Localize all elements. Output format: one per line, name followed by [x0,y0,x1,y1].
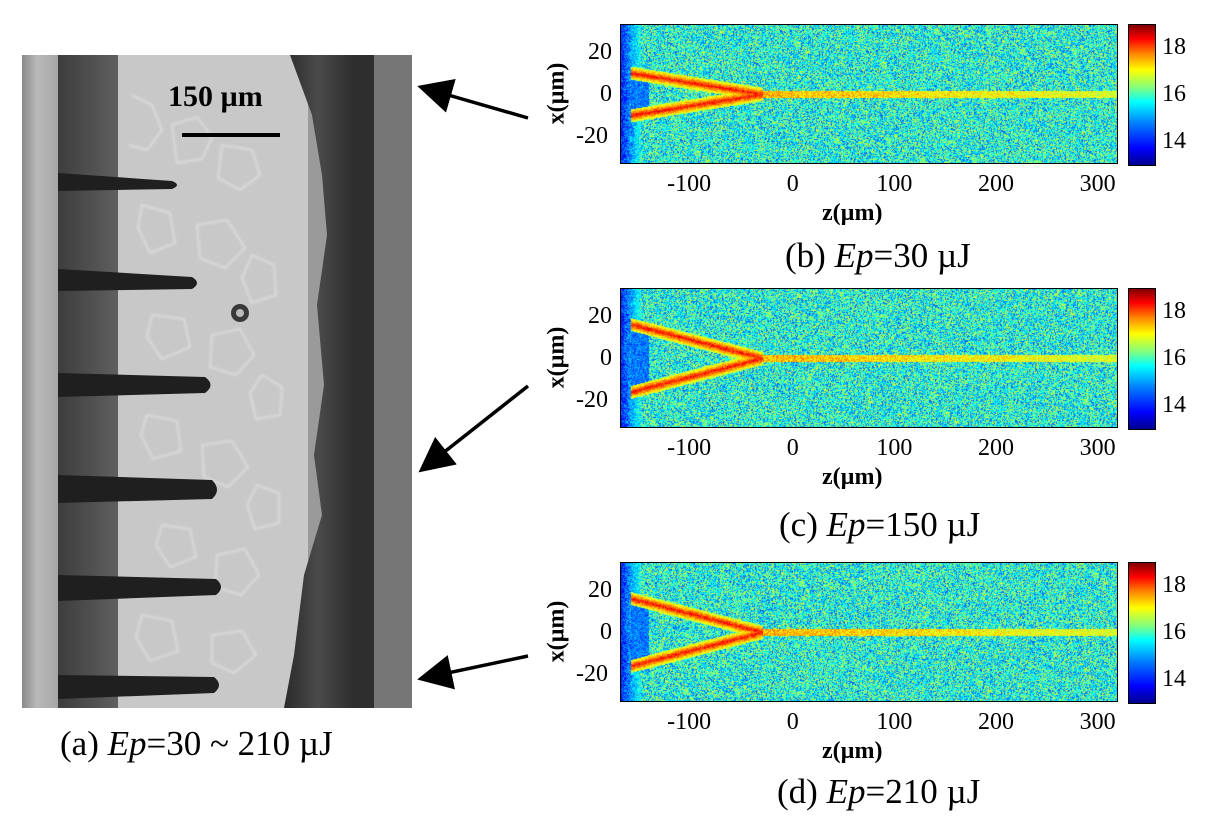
heatmap-canvas-d [620,562,1118,702]
arrow-c [418,384,530,473]
colorbar-tick-label: 18 [1162,572,1186,599]
x-tick-label: -100 [667,435,712,461]
caption-prefix: (b) [785,236,835,275]
caption-var: Ep [826,772,866,811]
colorbar-tick-label: 18 [1162,298,1186,325]
heatmap-canvas-c [620,288,1118,428]
caption-var: Ep [826,505,866,544]
heatmap-canvas-b [620,24,1118,164]
colorbar-tick-label: 16 [1162,345,1186,371]
caption-prefix: (c) [779,505,827,544]
x-tick-label: 0 [786,435,799,461]
caption-suffix: =210 µJ [865,772,981,811]
caption-a-prefix: (a) [60,724,108,763]
x-tick-label: 300 [1079,709,1116,735]
arrow-d [417,654,529,690]
caption-d: (d) Ep=210 µJ [777,772,980,812]
y-axis-label: x(µm) [543,600,570,663]
x-axis-label: z(µm) [822,738,883,764]
heatmap-frame [620,288,1118,428]
x-tick-label: 0 [786,709,799,735]
heatmap-b [620,24,1118,164]
y-tick-label: 0 [600,81,612,107]
colorbar-tick-label: 14 [1162,127,1186,154]
y-tick-label: 20 [588,38,612,65]
colorbar-c [1128,288,1156,430]
y-axis-label: x(µm) [543,326,570,389]
x-axis-label: z(µm) [822,464,883,490]
x-tick-label: -100 [667,709,712,735]
heatmap-c [620,288,1118,428]
x-tick-label: 100 [876,709,913,735]
colorbar-d [1128,562,1156,704]
micrograph-image [22,55,412,708]
x-tick-label: 100 [876,435,913,461]
x-tick-label: 300 [1079,435,1116,461]
colorbar-tick-label: 16 [1162,81,1186,107]
caption-prefix: (d) [777,772,827,811]
scale-bar-label: 150 µm [168,80,263,113]
x-axis-label: z(µm) [822,200,883,226]
colorbar-tick-label: 16 [1162,619,1186,645]
y-tick-label: -20 [576,123,608,150]
caption-b: (b) Ep=30 µJ [785,236,971,276]
heatmap-frame [620,24,1118,164]
colorbar-tick-label: 18 [1162,34,1186,61]
x-tick-label: 200 [978,709,1015,735]
colorbar-tick-label: 14 [1162,665,1186,692]
x-tick-label: -100 [667,171,712,197]
caption-suffix: =30 µJ [873,236,971,275]
caption-a: (a) Ep=30 ~ 210 µJ [60,724,333,764]
caption-c: (c) Ep=150 µJ [779,505,980,545]
heatmap-d [620,562,1118,702]
caption-var: Ep [834,236,874,275]
x-tick-label: 0 [786,171,799,197]
y-tick-label: 20 [588,302,612,329]
y-tick-label: -20 [576,661,608,688]
x-tick-label: 200 [978,435,1015,461]
caption-a-suffix: =30 ~ 210 µJ [146,724,333,763]
y-axis-label: x(µm) [543,62,570,125]
y-tick-label: 0 [600,345,612,371]
x-tick-label: 100 [876,171,913,197]
colorbar-b [1128,24,1156,166]
caption-a-var: Ep [107,724,147,763]
y-tick-label: -20 [576,387,608,414]
heatmap-frame [620,562,1118,702]
colorbar-tick-label: 14 [1162,391,1186,418]
y-tick-label: 20 [588,576,612,603]
x-tick-label: 200 [978,171,1015,197]
x-tick-label: 300 [1079,171,1116,197]
scale-bar [182,133,280,137]
arrows [417,78,530,690]
arrow-b [417,78,529,120]
caption-suffix: =150 µJ [865,505,981,544]
y-tick-label: 0 [600,619,612,645]
